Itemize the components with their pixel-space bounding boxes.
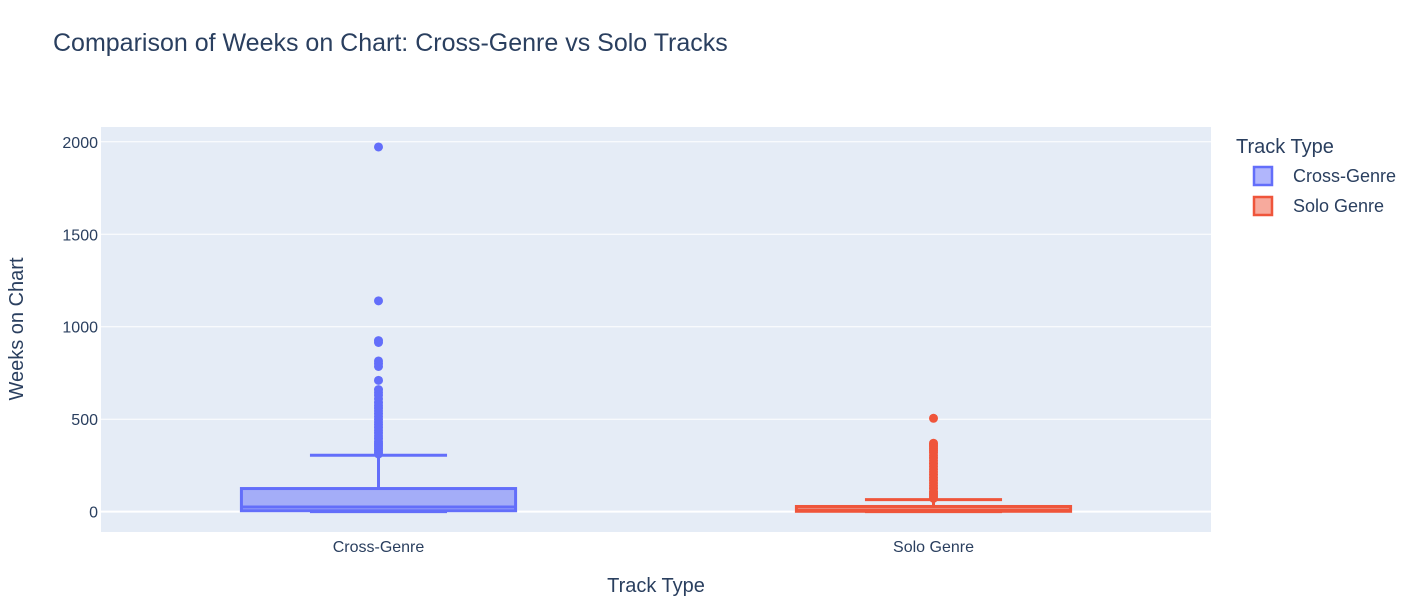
x-tick-label: Cross-Genre: [333, 539, 425, 556]
legend-item-cross-genre[interactable]: Cross-Genre: [1252, 165, 1396, 187]
y-tick-label: 1500: [62, 227, 98, 244]
legend-label: Cross-Genre: [1293, 166, 1396, 186]
box-solo-genre: [794, 413, 1073, 514]
legend-label: Solo Genre: [1293, 196, 1384, 216]
legend-title: Track Type: [1236, 136, 1334, 158]
chart-title: Comparison of Weeks on Chart: Cross-Genr…: [53, 29, 728, 57]
x-axis-label: Track Type: [607, 575, 705, 597]
outlier-point: [374, 337, 383, 347]
outlier-point: [929, 493, 938, 503]
x-tick-label: Solo Genre: [893, 539, 974, 556]
outlier-point: [374, 361, 383, 371]
y-axis-label: Weeks on Chart: [6, 257, 28, 400]
y-tick-label: 500: [71, 412, 98, 429]
outlier-point: [374, 296, 383, 306]
outlier-point: [929, 413, 938, 423]
legend: Track Type Cross-Genre Solo Genre: [1236, 136, 1396, 217]
outlier-point: [374, 375, 383, 385]
legend-item-solo-genre[interactable]: Solo Genre: [1252, 195, 1384, 217]
plot-background: [101, 127, 1211, 532]
outlier-point: [374, 449, 383, 459]
x-tick-labels: Cross-Genre Solo Genre: [333, 539, 974, 556]
box-cross-genre: [239, 142, 518, 514]
y-tick-labels: 0 500 1000 1500 2000: [62, 135, 98, 522]
outlier-point: [374, 142, 383, 152]
legend-swatch: [1252, 195, 1274, 217]
legend-swatch: [1252, 165, 1274, 187]
y-tick-label: 2000: [62, 135, 98, 152]
y-tick-label: 0: [89, 505, 98, 522]
y-tick-label: 1000: [62, 320, 98, 337]
data-layer: [239, 142, 1073, 514]
